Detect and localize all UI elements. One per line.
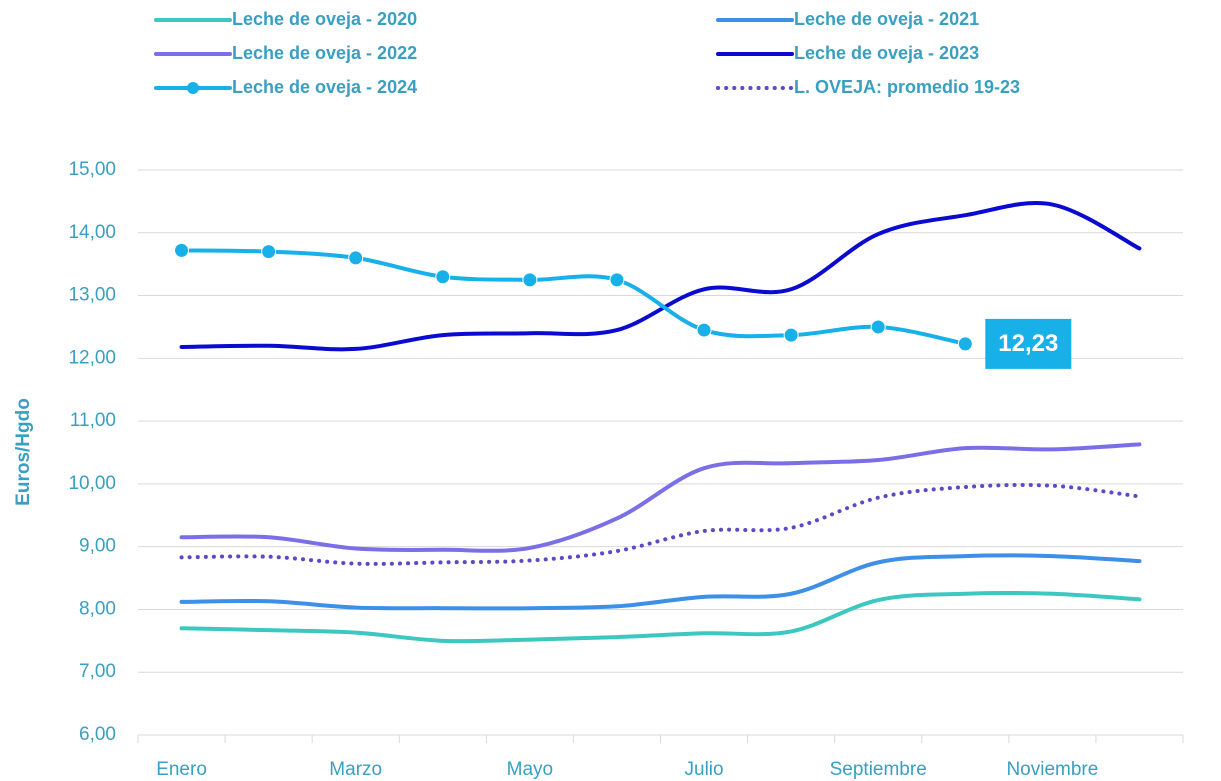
marker	[696, 322, 712, 338]
y-tick-label: 14,00	[68, 222, 116, 243]
marker	[348, 250, 364, 266]
y-tick-label: 10,00	[68, 473, 116, 494]
x-tick-label: Septiembre	[830, 759, 927, 780]
series-line	[179, 553, 1142, 611]
series-line	[179, 248, 968, 346]
series-line	[179, 591, 1142, 644]
y-tick-label: 8,00	[79, 598, 116, 619]
marker	[261, 244, 277, 260]
y-tick-label: 13,00	[68, 285, 116, 306]
marker	[870, 319, 886, 335]
y-tick-label: 7,00	[79, 661, 116, 682]
marker	[435, 269, 451, 285]
value-label-box	[985, 318, 1072, 369]
marker	[522, 272, 538, 288]
legend-label: L. OVEJA: promedio 19-23	[794, 77, 1020, 97]
marker	[609, 272, 625, 288]
marker	[783, 327, 799, 343]
legend-marker	[187, 82, 199, 94]
x-tick-label: Noviembre	[1006, 759, 1098, 780]
legend-label: Leche de oveja - 2021	[794, 9, 979, 29]
x-tick-label: Enero	[156, 759, 207, 780]
marker	[957, 336, 973, 352]
x-tick-label: Julio	[685, 759, 724, 780]
legend-label: Leche de oveja - 2024	[232, 77, 417, 97]
y-tick-label: 12,00	[68, 347, 116, 368]
x-tick-label: Marzo	[329, 759, 382, 780]
y-tick-label: 6,00	[79, 724, 116, 745]
y-tick-label: 15,00	[68, 159, 116, 180]
value-label: 12,23	[998, 330, 1058, 357]
series-line	[179, 442, 1142, 553]
y-tick-label: 9,00	[79, 536, 116, 557]
y-tick-label: 11,00	[70, 410, 116, 431]
legend-label: Leche de oveja - 2022	[232, 43, 417, 63]
series-line	[179, 482, 1142, 566]
x-tick-label: Mayo	[507, 759, 553, 780]
y-axis-title: Euros/Hgdo	[13, 398, 34, 506]
marker	[174, 242, 190, 258]
legend-label: Leche de oveja - 2020	[232, 9, 417, 29]
legend-label: Leche de oveja - 2023	[794, 43, 979, 63]
